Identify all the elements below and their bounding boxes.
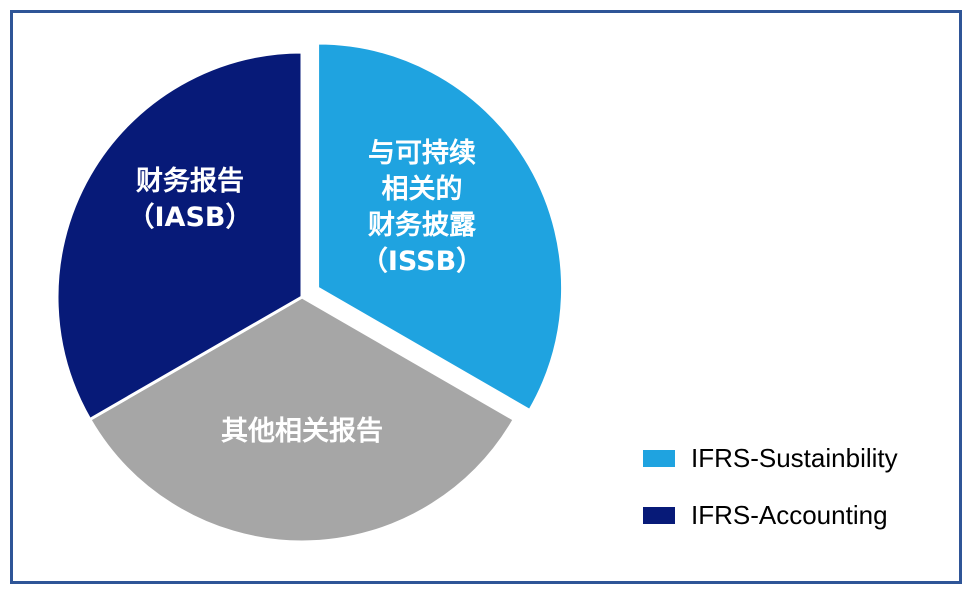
legend-label: IFRS-Accounting xyxy=(691,500,888,530)
slice-label-line: 财务披露 xyxy=(368,210,477,241)
legend-swatch xyxy=(643,450,675,467)
slice-label-line: （IASB） xyxy=(128,202,253,233)
pie-slice-iasb xyxy=(55,50,304,422)
slice-label-iasb: 财务报告 （IASB） xyxy=(128,166,253,233)
slice-label-other: 其他相关报告 xyxy=(221,416,383,447)
slice-label-line: 与可持续 xyxy=(368,138,476,169)
slice-label-line: 财务报告 xyxy=(136,166,244,197)
slice-label-line: 其他相关报告 xyxy=(221,416,383,447)
diagram-frame xyxy=(10,10,962,584)
legend-item-sustainability: IFRS-Sustainbility xyxy=(643,443,898,474)
slice-label-issb: 与可持续相关的财务披露 （ISSB） xyxy=(361,138,483,277)
legend-item-accounting: IFRS-Accounting xyxy=(643,500,888,531)
slice-label-line: （ISSB） xyxy=(361,246,483,277)
pie-slice-issb xyxy=(316,41,565,413)
pie-slice-other xyxy=(87,295,517,544)
slice-label-line: 相关的 xyxy=(382,173,463,205)
legend-label: IFRS-Sustainbility xyxy=(691,443,898,473)
legend-swatch xyxy=(643,507,675,524)
